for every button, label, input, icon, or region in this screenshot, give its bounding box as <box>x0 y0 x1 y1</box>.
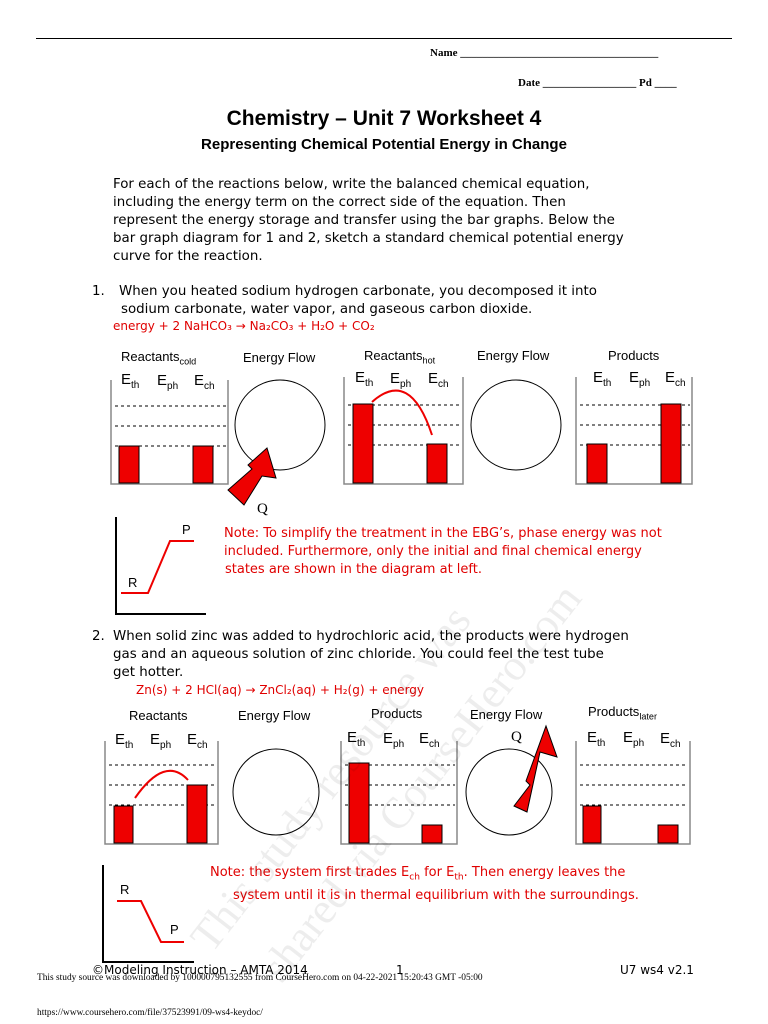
q2-reactants-header: Reactants <box>129 708 188 723</box>
q2-curve-p-label: P <box>170 922 179 937</box>
q1-eph-label-3: Eph <box>629 369 651 389</box>
q1-transfer-arc <box>371 389 433 436</box>
q2-eth-label-2: Eth <box>347 729 366 749</box>
q2-graph-products-later <box>575 741 691 845</box>
page-subtitle: Representing Chemical Potential Energy i… <box>201 136 567 153</box>
q1-bar-ech-2 <box>426 443 448 484</box>
q2-bar-eth-2 <box>348 762 370 844</box>
q1-products-header: Products <box>608 348 660 363</box>
q2-line: When solid zinc was added to hydrochlori… <box>113 629 629 644</box>
q2-products-later-header: Productslater <box>588 704 658 722</box>
footer-source-notice: This study source was downloaded by 1000… <box>37 973 483 983</box>
q2-note-line1: Note: the system first trades Ech for Et… <box>210 865 626 883</box>
q2-energy-out-arrow <box>513 724 558 813</box>
q2-line: get hotter. <box>113 665 184 680</box>
q1-note-line: states are shown in the diagram at left. <box>225 562 482 577</box>
q1-note-line: Note: To simplify the treatment in the E… <box>224 526 662 541</box>
instruction-line: bar graph diagram for 1 and 2, sketch a … <box>113 231 624 246</box>
q1-graph-reactants-hot <box>343 377 464 485</box>
q1-energy-in-arrow <box>227 447 277 506</box>
q2-energy-curve <box>102 865 194 963</box>
q2-number: 2. <box>92 629 105 644</box>
footer-copyright: ©Modeling Instruction – AMTA 2014 <box>92 963 308 977</box>
q1-line: When you heated sodium hydrogen carbonat… <box>119 284 597 299</box>
q2-note-line2: system until it is in thermal equilibriu… <box>233 887 639 903</box>
q1-note: Note: To simplify the treatment in the E… <box>224 525 662 579</box>
q2-equation: Zn(s) + 2 HCl(aq) → ZnCl₂(aq) + H₂(g) + … <box>136 683 425 697</box>
q2-energy-flow-circle-2 <box>465 748 553 836</box>
instruction-line: For each of the reactions below, write t… <box>113 177 590 192</box>
q2-eph-label-2: Eph <box>383 730 405 750</box>
q2-eth-label-3: Eth <box>587 729 606 749</box>
q1-line: sodium carbonate, water vapor, and gaseo… <box>121 302 533 317</box>
q1-bar-eth-1 <box>118 445 140 484</box>
q1-number: 1. <box>92 284 105 299</box>
instruction-line: including the energy term on the correct… <box>113 195 566 210</box>
q2-q-label: Q <box>511 729 522 745</box>
q2-transfer-arc <box>134 769 189 799</box>
q1-energy-flow-header-1: Energy Flow <box>243 350 316 365</box>
q1-ech-label-2: Ech <box>428 370 449 390</box>
q2-energy-flow-header-2: Energy Flow <box>470 707 543 722</box>
footer-version: U7 ws4 v2.1 <box>620 963 694 977</box>
q2-text: When solid zinc was added to hydrochlori… <box>113 628 733 682</box>
q2-curve-r-label: R <box>120 882 130 897</box>
q1-eth-label-1: Eth <box>121 371 140 391</box>
q2-bar-eth-3 <box>582 805 602 844</box>
name-field: Name ___________________________________… <box>430 47 659 59</box>
q1-q-label: Q <box>257 501 268 517</box>
q1-bar-ech-3 <box>660 403 682 484</box>
q1-curve-r-label: R <box>128 575 138 590</box>
q1-ech-label-1: Ech <box>194 372 215 392</box>
footer-url[interactable]: https://www.coursehero.com/file/37523991… <box>37 1008 263 1018</box>
q1-note-line: included. Furthermore, only the initial … <box>224 544 642 559</box>
q1-ech-label-3: Ech <box>665 369 686 389</box>
q1-graph-reactants <box>110 380 229 485</box>
q1-curve-p-label: P <box>182 522 191 537</box>
q1-energy-curve <box>115 517 206 615</box>
q1-reactants-hot-header: Reactantshot <box>364 348 436 366</box>
q2-ech-label-1: Ech <box>187 731 208 751</box>
footer-page-number: 1 <box>396 963 404 977</box>
q2-products-header: Products <box>371 706 423 721</box>
q2-ech-label-2: Ech <box>419 730 440 750</box>
q1-eth-label-3: Eth <box>593 369 612 389</box>
q2-energy-flow-header-1: Energy Flow <box>238 708 311 723</box>
q2-bar-eth-1 <box>113 805 134 844</box>
q1-energy-flow-header-2: Energy Flow <box>477 348 550 363</box>
q2-graph-reactants <box>104 741 219 845</box>
date-field: Date _________________ Pd ____ <box>518 77 677 89</box>
q1-bar-eth-2 <box>352 403 374 484</box>
q2-line: gas and an aqueous solution of zinc chlo… <box>113 647 604 662</box>
q1-energy-flow-circle-1 <box>234 379 326 471</box>
instructions: For each of the reactions below, write t… <box>113 176 713 266</box>
q2-bar-ech-2 <box>421 824 443 844</box>
q2-eth-label-1: Eth <box>115 731 134 751</box>
q1-eth-label-2: Eth <box>355 369 374 389</box>
q1-graph-products <box>575 377 693 485</box>
q2-bar-ech-3 <box>657 824 679 844</box>
q2-ech-label-3: Ech <box>660 730 681 750</box>
q1-text: When you heated sodium hydrogen carbonat… <box>119 283 719 319</box>
instruction-line: curve for the reaction. <box>113 249 263 264</box>
q1-eph-label-2: Eph <box>390 370 412 390</box>
q2-note: Note: the system first trades Ech for Et… <box>210 864 639 905</box>
page-title: Chemistry – Unit 7 Worksheet 4 <box>226 107 542 130</box>
top-rule <box>36 38 732 39</box>
instruction-line: represent the energy storage and transfe… <box>113 213 615 228</box>
q2-eph-label-1: Eph <box>150 731 172 751</box>
q2-bar-ech-1 <box>186 784 208 844</box>
q2-graph-products <box>340 741 458 845</box>
q1-bar-ech-1 <box>192 445 214 484</box>
q2-energy-flow-circle-1 <box>232 748 320 836</box>
q2-eph-label-3: Eph <box>623 729 645 749</box>
q1-bar-eth-3 <box>586 443 608 484</box>
q1-energy-flow-circle-2 <box>470 379 562 471</box>
q1-eph-label-1: Eph <box>157 372 179 392</box>
q1-equation: energy + 2 NaHCO₃ → Na₂CO₃ + H₂O + CO₂ <box>113 319 375 333</box>
q1-reactants-header: Reactantscold <box>121 349 197 367</box>
